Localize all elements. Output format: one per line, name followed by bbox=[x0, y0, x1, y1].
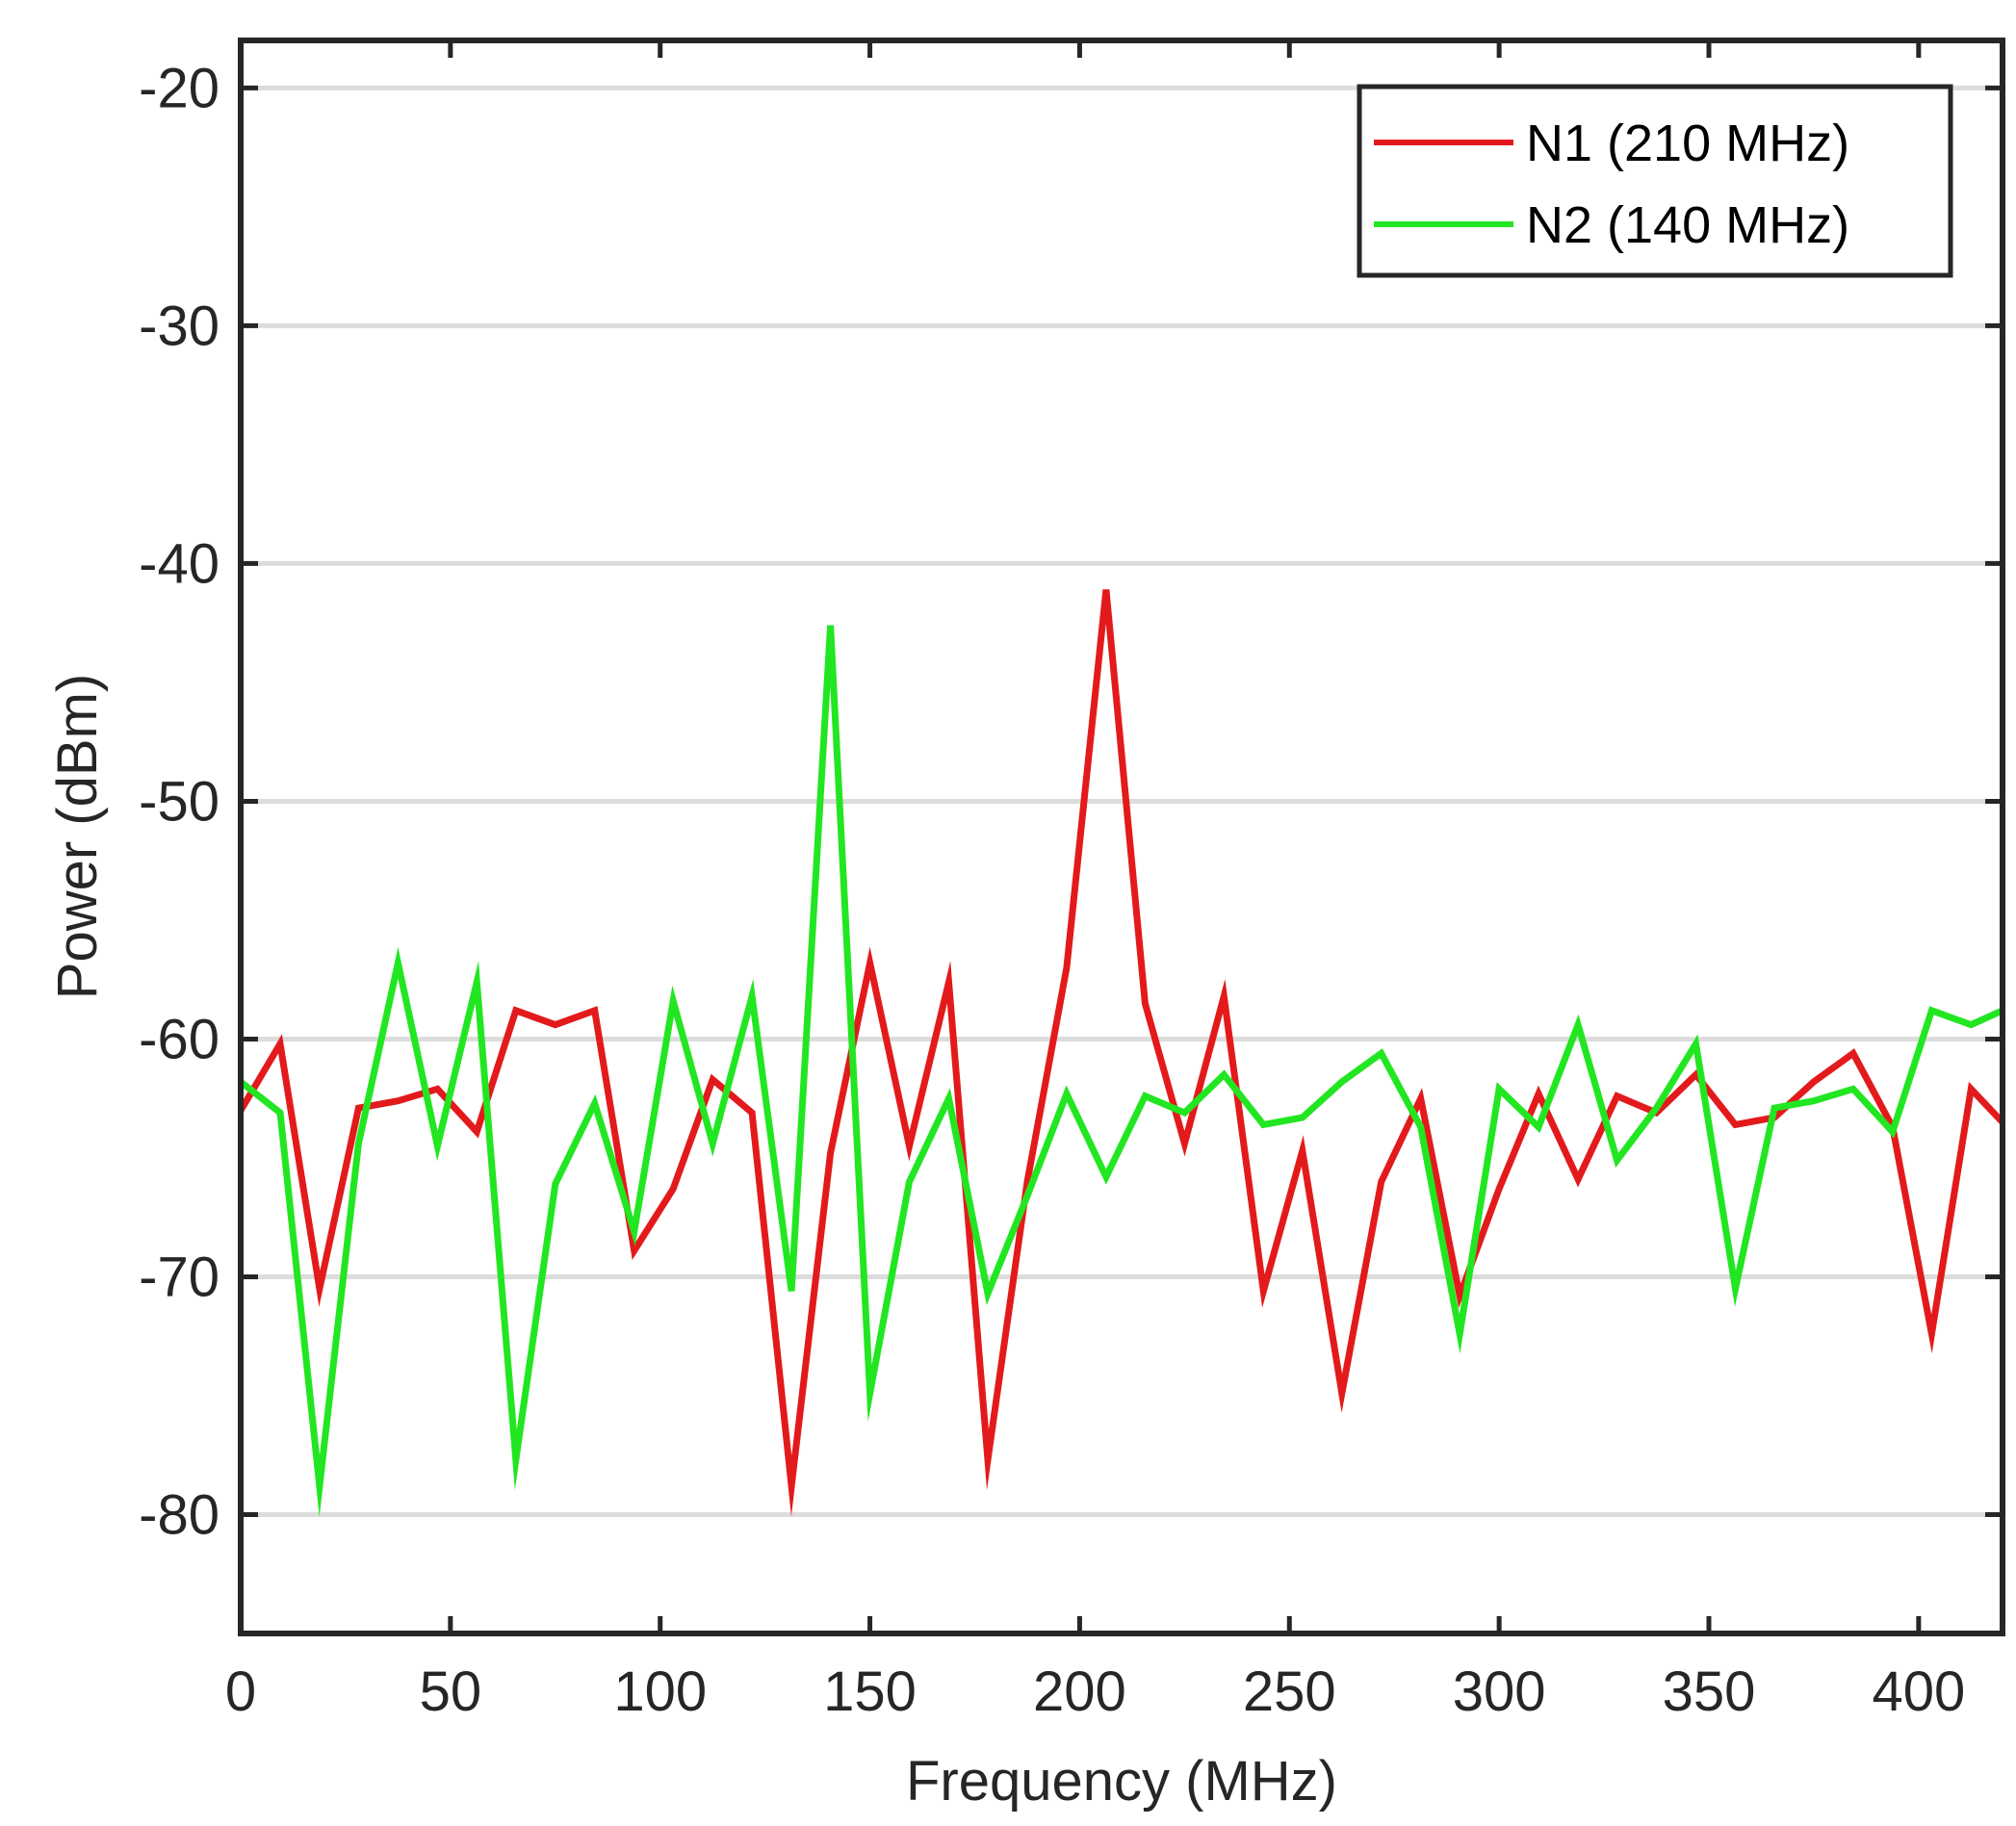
x-tick-label: 300 bbox=[1453, 1660, 1546, 1723]
x-tick-label: 100 bbox=[613, 1660, 707, 1723]
y-axis-title: Power (dBm) bbox=[46, 674, 109, 999]
legend-label-n1: N1 (210 MHz) bbox=[1526, 115, 1849, 172]
y-tick-labels: -20 -30 -40 -50 -60 -70 -80 bbox=[139, 57, 220, 1546]
y-tick-label: -40 bbox=[139, 532, 220, 595]
x-tick-label: 400 bbox=[1872, 1660, 1965, 1723]
plot-series bbox=[237, 589, 2005, 1518]
x-tick-labels: 0 50 100 150 200 250 300 350 400 bbox=[225, 1660, 1965, 1723]
x-tick-label: 150 bbox=[823, 1660, 917, 1723]
x-tick-label: 350 bbox=[1663, 1660, 1756, 1723]
axis-ticks bbox=[238, 40, 2003, 1633]
plot-frame bbox=[238, 38, 2005, 1636]
y-tick-label: -70 bbox=[139, 1246, 220, 1308]
grid-lines bbox=[241, 85, 2003, 1517]
x-tick-label: 200 bbox=[1033, 1660, 1126, 1723]
x-tick-label: 50 bbox=[420, 1660, 482, 1723]
x-tick-label: 0 bbox=[225, 1660, 256, 1723]
x-tick-label: 250 bbox=[1243, 1660, 1336, 1723]
y-tick-label: -80 bbox=[139, 1483, 220, 1546]
y-tick-label: -30 bbox=[139, 295, 220, 357]
series-line-n2 bbox=[238, 625, 2004, 1518]
legend-label-n2: N2 (140 MHz) bbox=[1526, 196, 1849, 254]
x-axis-title: Frequency (MHz) bbox=[906, 1750, 1337, 1813]
legend-box bbox=[1357, 84, 1953, 278]
y-tick-label: -60 bbox=[139, 1008, 220, 1070]
legend: N1 (210 MHz) N2 (140 MHz) bbox=[1357, 84, 1953, 278]
y-tick-label: -20 bbox=[139, 57, 220, 119]
series-line-n1 bbox=[237, 589, 2005, 1517]
y-tick-label: -50 bbox=[139, 770, 220, 833]
